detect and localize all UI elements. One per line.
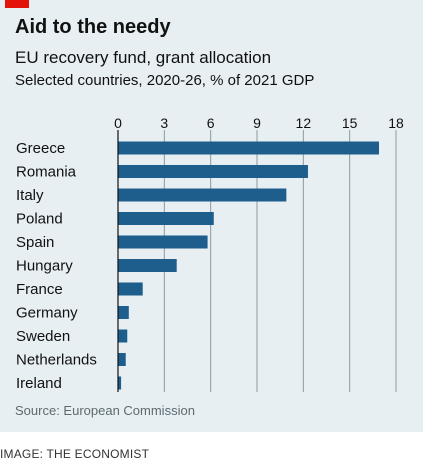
- chart-note: Selected countries, 2020-26, % of 2021 G…: [15, 72, 315, 89]
- bar-netherlands: [118, 353, 126, 366]
- bar-france: [118, 282, 143, 296]
- bar-italy: [118, 188, 287, 202]
- bar-ireland: [118, 376, 122, 390]
- source-note: Source: European Commission: [15, 403, 195, 418]
- category-label-netherlands: Netherlands: [16, 352, 97, 369]
- bar-chart: 0 3 6 9 12 15 18 Greece Romania Italy Poland Spain H…: [16, 115, 404, 392]
- x-tick-label-0: 0: [114, 115, 122, 131]
- category-label-italy: Italy: [16, 187, 44, 204]
- bar-hungary: [118, 259, 177, 272]
- category-label-greece: Greece: [16, 140, 65, 157]
- bar-spain: [118, 235, 208, 249]
- x-tick-label-3: 3: [160, 115, 168, 131]
- x-tick-label-9: 9: [253, 115, 261, 131]
- category-label-sweden: Sweden: [16, 328, 70, 345]
- brand-tag: [5, 0, 29, 8]
- bar-germany: [118, 306, 129, 319]
- x-tick-label-18: 18: [388, 115, 404, 131]
- x-tick-label-15: 15: [342, 115, 358, 131]
- category-label-ireland: Ireland: [16, 375, 62, 392]
- chart-title: Aid to the needy: [15, 16, 171, 38]
- category-label-hungary: Hungary: [16, 258, 73, 275]
- category-label-france: France: [16, 281, 63, 298]
- chart-subtitle: EU recovery fund, grant allocation: [15, 48, 272, 67]
- category-label-spain: Spain: [16, 234, 54, 251]
- bar-romania: [118, 165, 308, 178]
- x-tick-label-12: 12: [296, 115, 312, 131]
- bar-greece: [118, 141, 380, 155]
- category-label-germany: Germany: [16, 305, 78, 322]
- bar-sweden: [118, 329, 128, 343]
- image-credit: IMAGE: THE ECONOMIST: [0, 447, 150, 461]
- category-label-romania: Romania: [16, 164, 77, 181]
- bar-poland: [118, 212, 214, 225]
- x-tick-label-6: 6: [207, 115, 215, 131]
- category-label-poland: Poland: [16, 211, 63, 228]
